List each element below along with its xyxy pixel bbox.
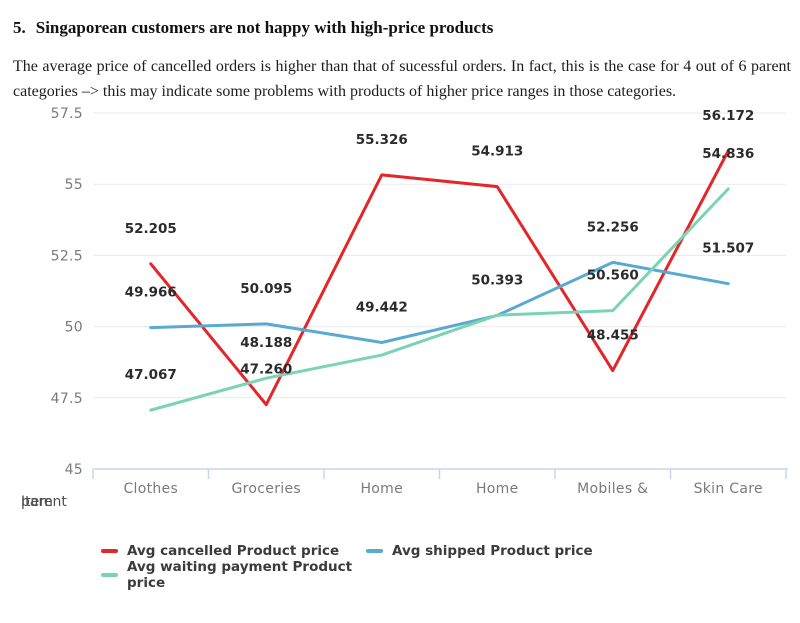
x-category-label: Groceries bbox=[232, 481, 301, 497]
section-title: Singaporean customers are not happy with… bbox=[35, 18, 494, 37]
point-label: 49.966 bbox=[125, 285, 177, 301]
legend-item-shipped: Avg shipped Product price bbox=[366, 539, 790, 563]
point-label: 55.326 bbox=[356, 132, 408, 148]
x-category-label: Clothes bbox=[123, 481, 178, 497]
y-tick-label: 52.5 bbox=[51, 248, 83, 264]
series-line-0 bbox=[149, 149, 730, 407]
point-label: 51.507 bbox=[702, 241, 754, 257]
x-axis-overlap-text: parent bbox=[21, 494, 67, 510]
price-line-chart: 57.5 55 52.5 50 47.5 45 Clothes Groceries Home Ho… bbox=[21, 106, 788, 510]
point-label: 56.172 bbox=[702, 108, 754, 124]
legend-marker-cancelled bbox=[101, 549, 118, 553]
page: 5. Singaporean customers are not happy wi… bbox=[13, 18, 791, 591]
point-label: 52.256 bbox=[587, 219, 639, 235]
legend-marker-shipped bbox=[366, 549, 383, 553]
legend-item-waiting-payment: Avg waiting payment Product price bbox=[101, 559, 366, 591]
point-label: 48.455 bbox=[587, 328, 639, 344]
point-label: 54.836 bbox=[702, 146, 754, 162]
legend-item-cancelled: Avg cancelled Product price bbox=[101, 539, 366, 563]
point-label: 49.442 bbox=[356, 299, 408, 315]
point-label: 54.913 bbox=[471, 144, 523, 160]
x-category-label: Mobiles & bbox=[577, 481, 648, 497]
x-category-label: Skin Care bbox=[694, 481, 763, 497]
legend-label-cancelled: Avg cancelled Product price bbox=[127, 543, 340, 559]
legend-label-waiting-payment: Avg waiting payment Product price bbox=[127, 559, 353, 591]
point-label: 47.260 bbox=[240, 362, 292, 378]
legend-label-shipped: Avg shipped Product price bbox=[392, 543, 593, 559]
y-tick-label: 55 bbox=[65, 177, 83, 193]
series-line-2 bbox=[149, 187, 730, 412]
series-line-1 bbox=[149, 260, 730, 344]
section-number: 5. bbox=[13, 18, 26, 37]
y-tick-label: 47.5 bbox=[51, 391, 83, 407]
y-tick-label: 57.5 bbox=[51, 106, 83, 122]
body-paragraph: The average price of cancelled orders is… bbox=[13, 58, 791, 100]
point-label: 50.560 bbox=[587, 268, 639, 284]
chart-legend: Avg cancelled Product price Avg shipped … bbox=[101, 539, 790, 591]
point-label: 50.393 bbox=[471, 272, 523, 288]
x-category-label: Home bbox=[476, 481, 519, 497]
x-axis-overlap-text: Item bbox=[21, 494, 53, 510]
legend-marker-waiting-payment bbox=[101, 573, 118, 577]
point-label: 48.188 bbox=[240, 335, 292, 351]
point-label: 47.067 bbox=[125, 367, 177, 383]
y-tick-label: 50 bbox=[65, 320, 83, 336]
point-label: 50.095 bbox=[240, 281, 292, 297]
x-category-label: Home bbox=[360, 481, 403, 497]
point-label: 52.205 bbox=[125, 221, 177, 237]
y-tick-label: 45 bbox=[65, 462, 83, 478]
section-heading: 5. Singaporean customers are not happy wi… bbox=[13, 18, 790, 38]
